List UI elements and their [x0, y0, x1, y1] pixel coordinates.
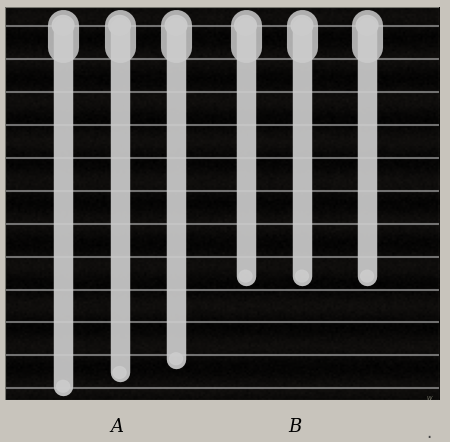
Circle shape [360, 270, 374, 282]
Text: .: . [427, 424, 432, 442]
Circle shape [296, 270, 309, 282]
Circle shape [52, 15, 74, 35]
Circle shape [113, 366, 126, 378]
Circle shape [170, 353, 183, 365]
Circle shape [356, 15, 378, 35]
Text: B: B [288, 418, 302, 435]
Circle shape [165, 15, 187, 35]
Circle shape [239, 270, 252, 282]
Circle shape [57, 380, 70, 392]
Circle shape [234, 15, 256, 35]
Circle shape [109, 15, 130, 35]
Text: W: W [427, 396, 432, 401]
Circle shape [291, 15, 313, 35]
Text: A: A [111, 418, 123, 435]
